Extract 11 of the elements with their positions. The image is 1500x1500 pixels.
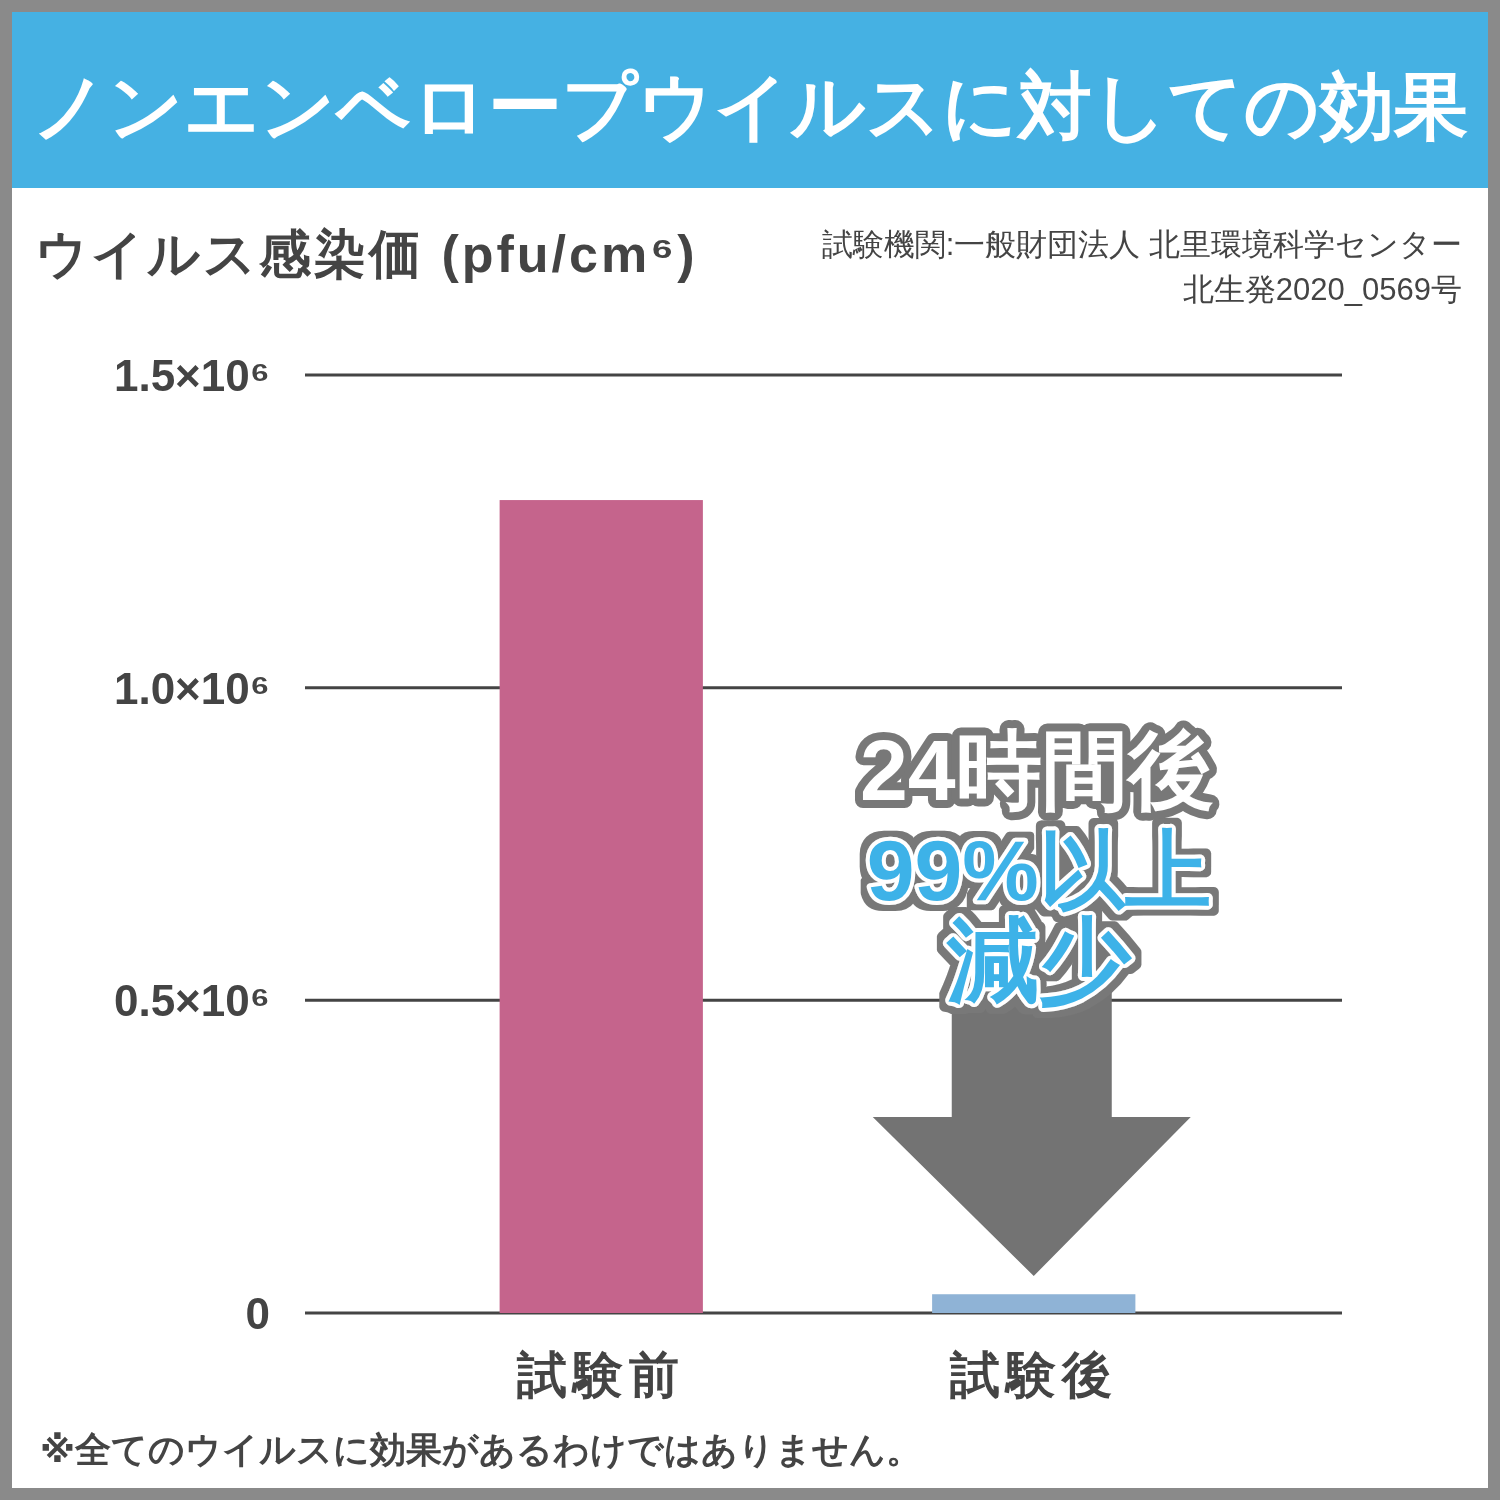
y-tick-label: 0.5×10⁶ <box>113 976 270 1026</box>
x-tick-label: 試験後 <box>948 1347 1118 1403</box>
chart-title: ノンエンベロープウイルスに対しての効果 <box>32 65 1468 148</box>
y-tick-label: 1.0×10⁶ <box>113 663 270 713</box>
y-tick-label: 1.5×10⁶ <box>113 351 270 400</box>
text: 北生発2020_0569号 <box>1182 272 1462 307</box>
text: ※全てのウイルスに効果があるわけではありません。 <box>40 1429 922 1470</box>
y-tick-label: 0 <box>245 1289 270 1338</box>
x-tick-label: 試験前 <box>516 1347 686 1403</box>
text: 試験機関:一般財団法人 北里環境科学センター <box>821 227 1462 262</box>
y-axis-title: ウイルス感染価 (pfu/cm⁶) <box>35 225 698 283</box>
